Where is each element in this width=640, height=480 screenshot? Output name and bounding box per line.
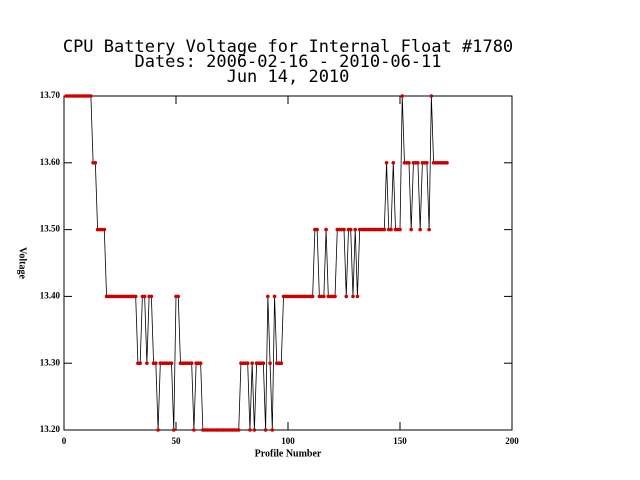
data-point — [192, 428, 196, 432]
data-point — [171, 428, 176, 432]
data-point — [344, 294, 349, 299]
data-point — [245, 361, 250, 366]
data-point — [189, 361, 194, 366]
data-point — [176, 294, 181, 299]
x-tick-label: 0 — [62, 436, 67, 446]
data-point — [409, 227, 414, 232]
data-point — [138, 361, 142, 366]
data-point — [266, 294, 270, 299]
data-point — [149, 294, 154, 299]
data-point — [384, 161, 389, 165]
data-point — [429, 94, 434, 98]
y-axis-label: Voltage — [17, 247, 28, 279]
data-point — [351, 294, 355, 299]
data-point — [145, 361, 149, 366]
data-point — [198, 361, 203, 366]
data-point — [236, 428, 241, 432]
data-point — [400, 94, 405, 98]
data-point — [398, 227, 402, 232]
data-point — [142, 294, 147, 299]
x-tick-label: 150 — [393, 436, 407, 446]
data-point — [391, 161, 396, 165]
y-tick-label: 13.40 — [40, 290, 61, 300]
data-point — [407, 161, 411, 165]
x-axis-label: Profile Number — [255, 448, 322, 459]
plot-frame — [63, 95, 513, 431]
y-tick-label: 13.50 — [40, 224, 61, 234]
data-point — [445, 161, 449, 165]
data-point — [427, 227, 431, 232]
data-point — [93, 161, 98, 165]
x-tick-label: 200 — [505, 436, 519, 446]
data-point — [333, 294, 337, 299]
data-point — [156, 428, 160, 432]
date-label: Jun 14, 2010 — [227, 67, 350, 87]
data-point — [310, 294, 315, 299]
data-line — [66, 95, 448, 431]
data-point — [382, 227, 387, 232]
data-point — [248, 428, 252, 432]
data-point — [154, 361, 158, 366]
data-point — [355, 294, 360, 299]
data-point — [250, 361, 254, 366]
data-point — [133, 294, 138, 299]
y-tick-label: 13.30 — [40, 357, 61, 367]
data-point — [89, 94, 93, 98]
x-tick-label: 100 — [281, 436, 295, 446]
data-point — [102, 227, 107, 232]
data-point — [342, 227, 346, 232]
data-point — [348, 227, 353, 232]
data-point — [270, 428, 275, 432]
data-point — [272, 294, 277, 299]
data-point — [353, 227, 358, 232]
data-point — [418, 227, 422, 232]
data-point — [169, 361, 174, 366]
data-point — [315, 227, 319, 232]
data-point — [263, 428, 268, 432]
data-point — [416, 161, 420, 165]
y-tick-label: 13.60 — [40, 157, 61, 167]
data-point — [324, 227, 328, 232]
data-point — [322, 294, 326, 299]
data-point — [252, 428, 257, 432]
data-point — [425, 161, 429, 165]
y-tick-label: 13.20 — [40, 424, 61, 434]
chart-subtitle: Dates: 2006-02-16 - 2010-06-11 — [134, 52, 441, 72]
y-tick-label: 13.70 — [40, 90, 61, 100]
x-tick-label: 50 — [172, 436, 182, 446]
data-point — [268, 361, 272, 366]
data-point — [389, 227, 393, 232]
data-point — [279, 361, 284, 366]
chart-title: CPU Battery Voltage for Internal Float #… — [63, 37, 513, 57]
data-point — [261, 361, 266, 366]
